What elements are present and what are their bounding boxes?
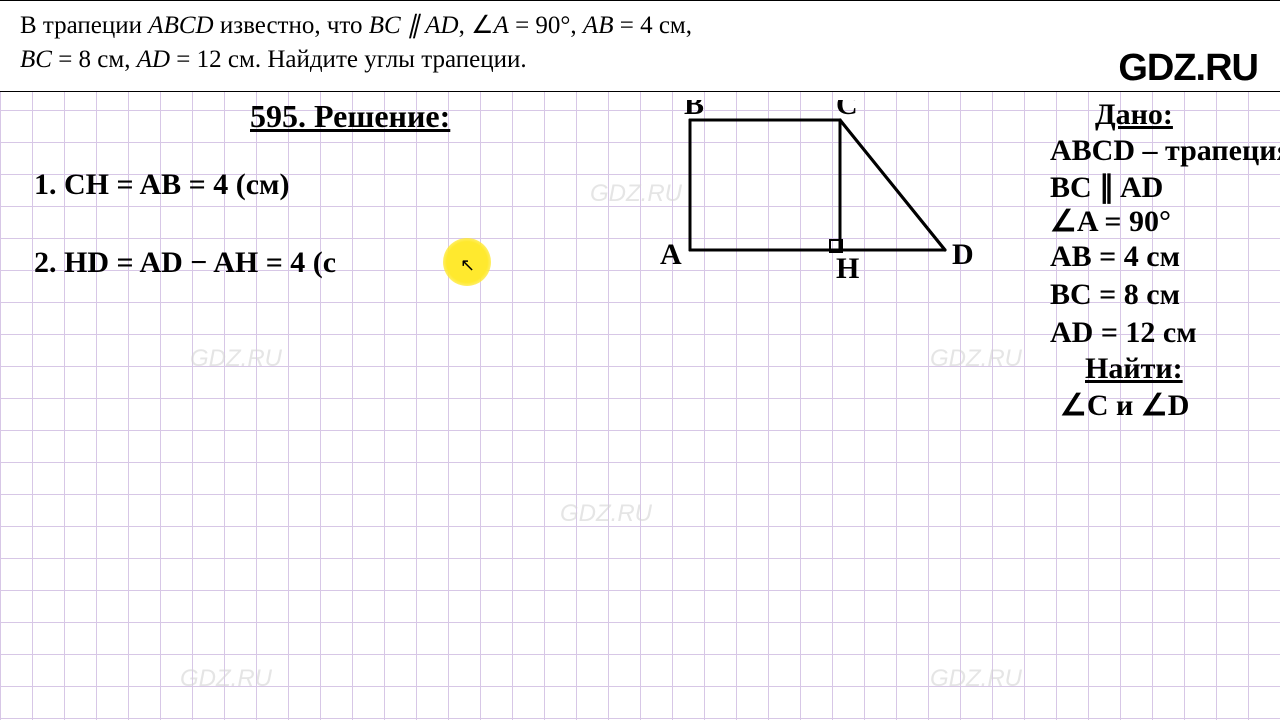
solution-title: 595. Решение: [250,98,450,135]
given-line-6: AD = 12 см [1050,316,1197,350]
svg-text:B: B [684,100,704,121]
site-logo: GDZ.RU [1118,43,1258,94]
trapezoid-diagram: B C A D H [640,100,1040,300]
svg-text:A: A [660,238,682,271]
highlight-circle [443,238,491,286]
solution-step-2: 2. HD = AD − AH = 4 (с [34,246,336,280]
solution-step-1: 1. CH = AB = 4 (см) [34,168,289,202]
given-line-4: AB = 4 см [1050,240,1180,274]
svg-text:C: C [836,100,858,121]
find-line: ∠C и ∠D [1060,388,1189,423]
find-heading: Найти: [1085,352,1183,386]
given-line-5: BC = 8 см [1050,278,1180,312]
svg-text:H: H [836,252,859,285]
given-heading: Дано: [1095,98,1173,132]
given-line-3: ∠A = 90° [1050,204,1171,239]
svg-text:D: D [952,238,974,271]
given-line-2: BC ∥ AD [1050,170,1163,205]
given-line-1: ABCD – трапеция [1050,134,1280,168]
problem-statement: В трапеции ABCD известно, что BC ∥ AD, ∠… [0,0,1280,92]
